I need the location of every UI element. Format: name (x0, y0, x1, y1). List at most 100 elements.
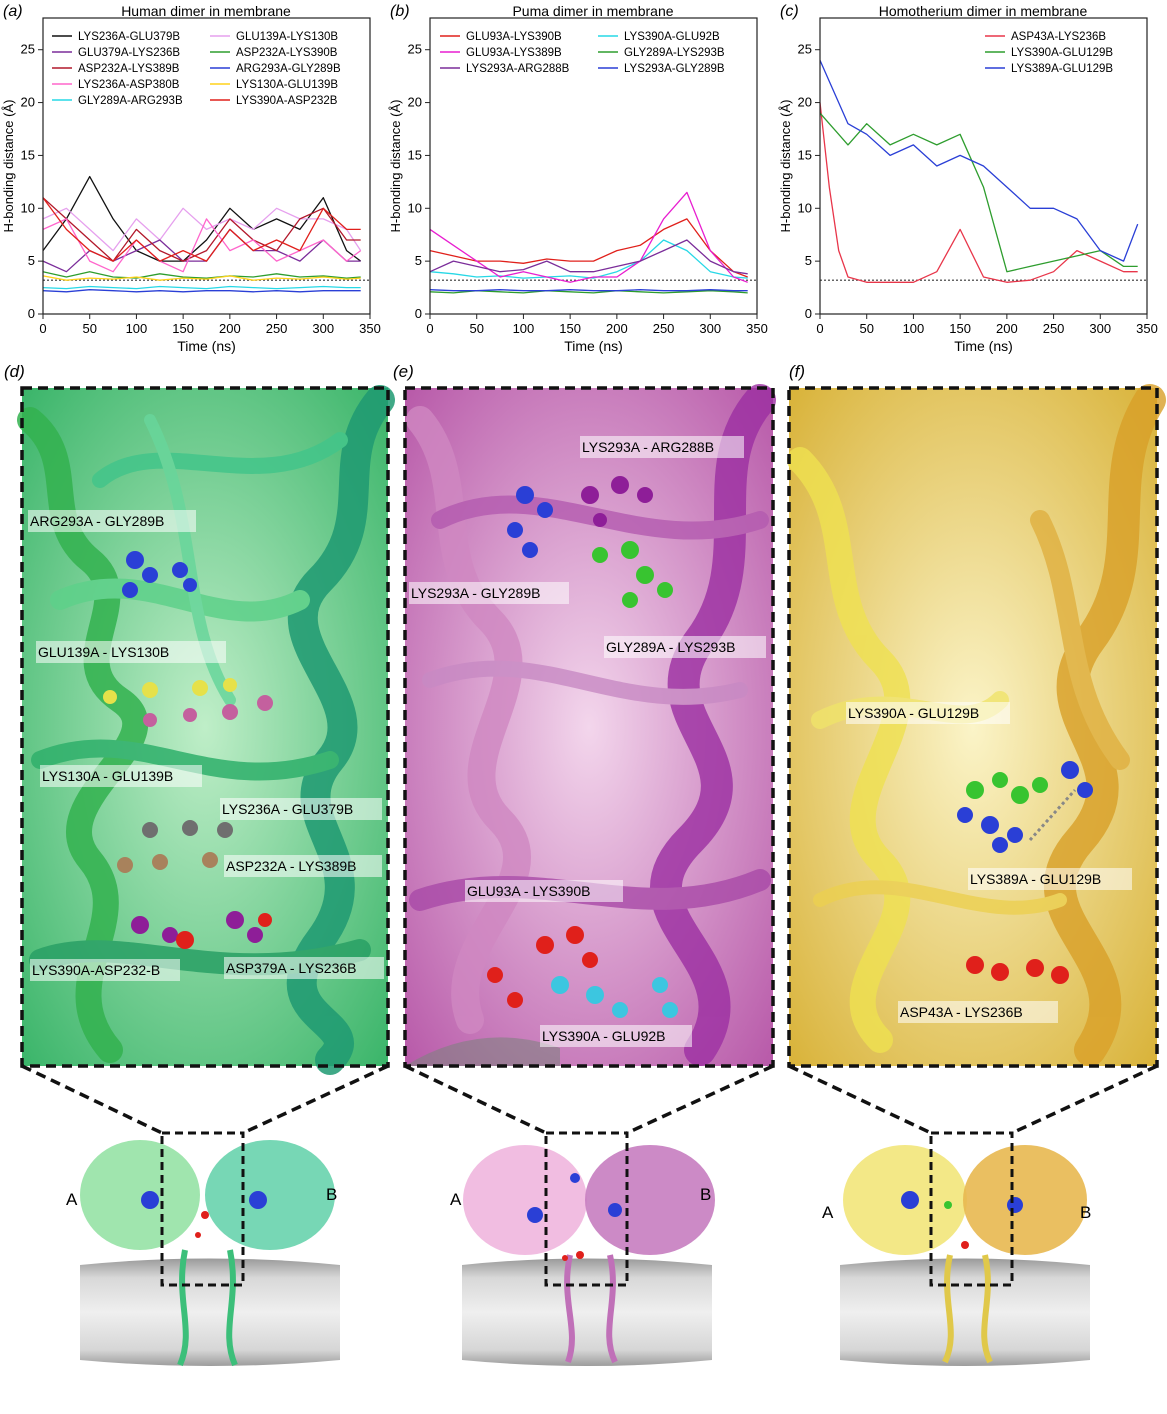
label-lys389a-glu129b: LYS389A - GLU129B (970, 871, 1101, 887)
y-tick-label: 25 (798, 42, 812, 57)
label-lys293a-arg288b: LYS293A - ARG288B (582, 439, 714, 455)
legend-entry: LYS293A-ARG288B (466, 63, 570, 75)
label-lys293a-gly289b: LYS293A - GLY289B (411, 585, 540, 601)
legend-entry: LYS236A-GLU379B (78, 31, 180, 43)
series-line-lys293a-arg288b (429, 239, 748, 275)
legend-entry: LYS390A-ASP232B (236, 95, 338, 107)
human-zoom-connector-right (242, 1064, 389, 1135)
label-asp379a-lys236b: ASP379A - LYS236B (226, 960, 357, 976)
homo-zoom-connector-right (1011, 1064, 1158, 1135)
human-monomer-b (205, 1140, 335, 1250)
human-label-a: A (66, 1190, 78, 1209)
y-tick-label: 5 (805, 253, 812, 268)
y-tick-label: 15 (798, 147, 812, 162)
homo-residue-labels: LYS390A - GLU129B LYS389A - GLU129B ASP4… (846, 702, 1132, 1023)
puma-membrane-edge (405, 1037, 560, 1066)
legend-entry: GLU93A-LYS389B (466, 47, 562, 59)
y-tick-label: 15 (408, 147, 422, 162)
homo-residues (957, 761, 1093, 984)
puma-membrane (462, 1258, 712, 1366)
x-tick-label: 200 (996, 321, 1018, 336)
x-tick-label: 100 (513, 321, 535, 336)
legend-entry: LYS389A-GLU129B (1011, 63, 1113, 75)
legend-entry: GLU139A-LYS130B (236, 31, 338, 43)
y-tick-label: 10 (21, 200, 35, 215)
homo-zoom-connector-left (788, 1064, 932, 1135)
y-tick-label: 0 (28, 306, 35, 321)
label-glu139a-lys130b: GLU139A - LYS130B (38, 644, 169, 660)
plot-frame (819, 17, 1148, 315)
y-tick-label: 10 (408, 200, 422, 215)
series-line-asp232a-lys390b (42, 271, 361, 279)
legend-entry: GLY289A-LYS293B (624, 47, 725, 59)
series-line-lys236a-glu379b (42, 175, 362, 262)
panel-label: (c) (780, 3, 799, 20)
panel-label-f: (f) (789, 362, 805, 381)
y-tick-label: 15 (21, 147, 35, 162)
puma-residues (487, 476, 678, 1018)
x-axis-label: Time (ns) (564, 338, 623, 354)
human-residues (103, 551, 273, 949)
human-monomer-a (80, 1140, 200, 1250)
homo-label-b: B (1080, 1203, 1091, 1222)
panel-label: (a) (3, 3, 23, 20)
x-tick-label: 150 (559, 321, 581, 336)
y-tick-label: 10 (798, 200, 812, 215)
series-line-lys236a-asp380b (42, 218, 362, 273)
x-tick-label: 100 (126, 321, 148, 336)
homo-zoom-frame (787, 386, 1159, 1068)
series-line-lys390a-glu92b (429, 239, 748, 279)
homo-overview-box (929, 1131, 1014, 1287)
legend-entry: LYS390A-GLU92B (624, 31, 720, 43)
puma-label-b: B (700, 1185, 711, 1204)
puma-label-a: A (450, 1190, 462, 1209)
puma-heme-icons (527, 1173, 622, 1223)
puma-overview-box (544, 1131, 629, 1287)
human-residue-labels: ARG293A - GLY289B GLU139A - LYS130B LYS1… (28, 510, 384, 981)
series-line-glu139a-lys130b (42, 207, 362, 252)
y-tick-label: 20 (21, 95, 35, 110)
chart-title: Puma dimer in membrane (512, 3, 673, 19)
series-line-glu93a-lys389b (429, 191, 748, 283)
x-tick-label: 0 (39, 321, 46, 336)
panel-label-e: (e) (393, 362, 414, 381)
puma-zoom-connector-left (404, 1064, 547, 1135)
y-tick-label: 25 (408, 42, 422, 57)
legend-entry: LYS236A-ASP380B (78, 79, 180, 91)
y-tick-label: 0 (805, 306, 812, 321)
x-tick-label: 200 (606, 321, 628, 336)
plot-frame (42, 17, 371, 315)
x-tick-label: 0 (426, 321, 433, 336)
structure-panel-human: (d) ARG293A - GLY289B GLU139A - LYS130B (4, 362, 395, 1367)
x-tick-label: 50 (859, 321, 873, 336)
y-tick-label: 5 (28, 253, 35, 268)
x-axis-label: Time (ns) (954, 338, 1013, 354)
x-tick-label: 350 (746, 321, 768, 336)
label-lys390a-asp232b: LYS390A-ASP232-B (32, 962, 160, 978)
homo-tm-helices (942, 1254, 993, 1364)
series-line-lys389a-glu129b (819, 60, 1139, 262)
human-label-b: B (326, 1185, 337, 1204)
puma-zoom-frame (403, 386, 775, 1068)
x-tick-label: 250 (653, 321, 675, 336)
label-lys390a-glu129b: LYS390A - GLU129B (848, 705, 979, 721)
x-tick-label: 150 (172, 321, 194, 336)
human-zoom-connector-left (21, 1064, 163, 1135)
puma-zoom-connector-right (626, 1064, 774, 1135)
homo-ribbons (787, 384, 1166, 1066)
x-tick-label: 100 (903, 321, 925, 336)
label-lys390a-glu92b: LYS390A - GLU92B (542, 1028, 665, 1044)
series-line-asp232a-lys389b (42, 197, 361, 262)
series-line-gly289a-lys293b (429, 290, 748, 294)
series-line-lys293a-gly289b (429, 289, 748, 292)
human-heme-icons (141, 1191, 267, 1209)
legend-entry: LYS293A-GLY289B (624, 63, 725, 75)
x-axis-label: Time (ns) (177, 338, 236, 354)
x-tick-label: 300 (1089, 321, 1111, 336)
x-tick-label: 200 (219, 321, 241, 336)
x-tick-label: 350 (359, 321, 381, 336)
plot-frame (429, 17, 758, 315)
